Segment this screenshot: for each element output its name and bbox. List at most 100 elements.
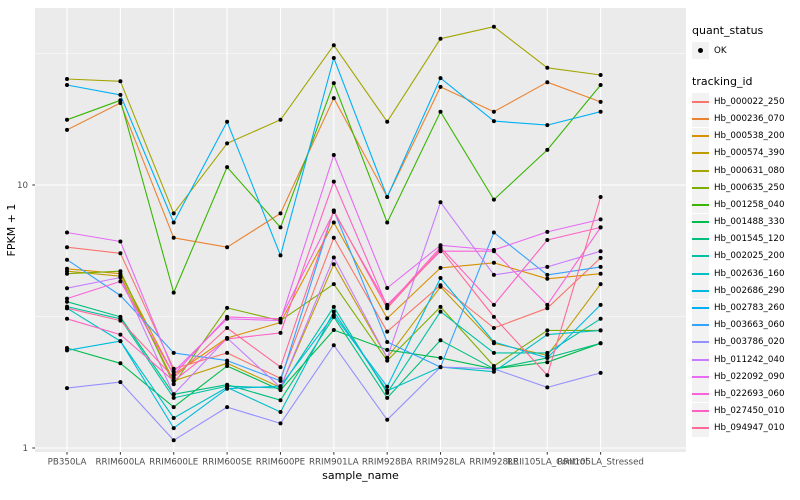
- data-point: [171, 405, 176, 410]
- data-point: [331, 304, 336, 309]
- data-point: [65, 257, 69, 262]
- data-point: [278, 211, 283, 216]
- data-point: [171, 372, 176, 377]
- legend-item-Hb_094947_010: Hb_094947_010: [692, 419, 798, 437]
- data-point: [118, 251, 123, 256]
- data-point: [598, 73, 603, 77]
- y-tick-label: 10: [17, 181, 28, 191]
- data-point: [545, 328, 550, 333]
- data-point: [331, 309, 336, 314]
- legend-item-Hb_000022_250: Hb_000022_250: [692, 93, 798, 111]
- legend-item-label: Hb_000538_200: [714, 131, 785, 142]
- data-point: [331, 179, 336, 184]
- data-point: [545, 147, 550, 152]
- data-point: [65, 83, 69, 87]
- x-tick-label: RRIM600SE: [202, 458, 252, 468]
- data-point: [385, 395, 390, 400]
- data-point: [118, 318, 123, 323]
- data-point: [545, 332, 550, 337]
- series-color-line-icon: [692, 375, 709, 378]
- data-point: [225, 305, 230, 310]
- legend-key-box: [692, 316, 709, 334]
- data-point: [545, 123, 550, 128]
- data-point: [598, 370, 603, 375]
- data-point: [545, 238, 550, 242]
- x-tick-label: RRIM600PE: [256, 458, 305, 468]
- y-tick-label: 1: [22, 444, 28, 454]
- series-color-line-icon: [692, 341, 709, 344]
- data-point: [385, 306, 390, 311]
- data-point: [545, 355, 550, 360]
- data-point: [438, 200, 443, 205]
- data-point: [385, 195, 390, 199]
- data-point: [225, 405, 230, 410]
- data-point: [278, 225, 283, 230]
- legend-item-Hb_003663_060: Hb_003663_060: [692, 316, 798, 334]
- data-point: [171, 350, 176, 355]
- data-point: [438, 84, 443, 89]
- legend-item-Hb_000574_390: Hb_000574_390: [692, 144, 798, 162]
- legend-item-Hb_001258_040: Hb_001258_040: [692, 196, 798, 214]
- series-color-line-icon: [692, 221, 709, 224]
- series-color-line-icon: [692, 358, 709, 361]
- data-point: [438, 109, 443, 114]
- tracking-id-legend-title: tracking_id: [692, 75, 753, 89]
- data-point: [331, 282, 336, 287]
- data-point: [278, 253, 283, 258]
- data-point: [598, 271, 603, 276]
- data-point: [225, 336, 230, 341]
- data-point: [438, 365, 443, 370]
- legend-item-label: OK: [714, 45, 727, 56]
- data-point: [598, 302, 603, 307]
- legend-key-box: [692, 402, 709, 420]
- data-point: [438, 76, 443, 81]
- data-point: [65, 77, 69, 81]
- series-color-line-icon: [692, 410, 709, 413]
- legend-item-Hb_002636_160: Hb_002636_160: [692, 265, 798, 283]
- x-tick-label: RRIM600LE: [149, 458, 198, 468]
- legend-item-label: Hb_001545_120: [714, 234, 785, 245]
- series-color-line-icon: [692, 392, 709, 395]
- data-point: [438, 304, 443, 309]
- data-point: [65, 230, 69, 235]
- data-point: [171, 220, 176, 225]
- data-point: [118, 275, 123, 280]
- data-point: [545, 264, 550, 269]
- quant-status-legend-title: quant_status: [692, 24, 764, 37]
- data-point: [225, 141, 230, 146]
- data-point: [331, 262, 336, 267]
- x-tick-label: RRIM928LE: [469, 458, 518, 468]
- data-point: [331, 255, 336, 260]
- data-point: [331, 220, 336, 225]
- legend-key-box: [692, 265, 709, 283]
- legend-item-label: Hb_003663_060: [714, 320, 785, 331]
- data-point: [171, 416, 176, 420]
- data-point: [598, 282, 603, 287]
- data-point: [65, 386, 69, 391]
- data-point: [225, 358, 230, 363]
- legend-key-box: [692, 127, 709, 145]
- data-point: [491, 260, 496, 265]
- data-point: [278, 330, 283, 335]
- data-point: [331, 328, 336, 332]
- legend-key-box: [692, 179, 709, 197]
- data-point: [438, 276, 443, 280]
- legend-key-box: [692, 385, 709, 403]
- legend-item-Hb_000635_250: Hb_000635_250: [692, 179, 798, 197]
- data-point: [278, 378, 283, 383]
- legend-key-box: [692, 282, 709, 300]
- series-color-line-icon: [692, 203, 709, 206]
- y-axis-title: FPKM + 1: [5, 204, 18, 257]
- legend-key-box: [692, 368, 709, 386]
- data-point: [331, 313, 336, 318]
- legend-item-quant-ok: OK: [692, 42, 798, 60]
- data-point: [385, 340, 390, 344]
- data-point: [278, 421, 283, 426]
- data-point: [278, 398, 283, 403]
- legend-item-label: Hb_000574_390: [714, 148, 785, 159]
- data-point: [491, 364, 496, 368]
- data-point: [331, 96, 336, 101]
- legend-key-box: [692, 42, 709, 60]
- series-color-line-icon: [692, 117, 709, 120]
